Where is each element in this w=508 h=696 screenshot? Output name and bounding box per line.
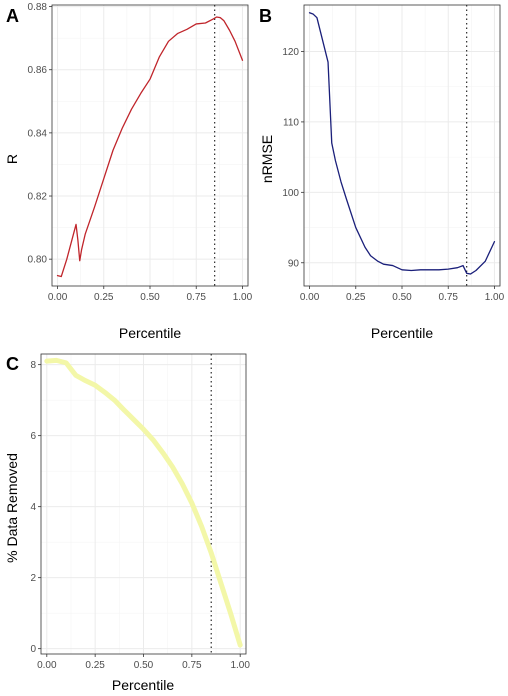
y-tick-label-a: 0.82 bbox=[28, 192, 48, 203]
x-tick-label-b: 0.25 bbox=[346, 292, 366, 303]
y-tick-label-a: 0.84 bbox=[28, 128, 48, 139]
plot-area-c: 0.00 0.25 0.50 0.75 1.00 0 2 4 6 8 bbox=[30, 353, 250, 671]
y-tick-label-c: 0 bbox=[30, 644, 36, 655]
panel-a: A 0.00 0.25 0.50 0.75 1.000.800.820.840.860.… bbox=[4, 2, 253, 341]
y-tick-label-c: 4 bbox=[30, 502, 36, 513]
x-tick-label-b: 0.00 bbox=[300, 292, 320, 303]
x-axis-title-b: Percentile bbox=[371, 325, 433, 341]
y-tick-label-b: 120 bbox=[282, 47, 299, 58]
y-tick-label-c: 2 bbox=[30, 573, 36, 584]
y-axis-title-b: nRMSE bbox=[259, 135, 275, 183]
plot-area-b: 0.00 0.25 0.50 0.75 1.00 90 100 110 120 bbox=[282, 4, 505, 303]
y-axis-title-a: R bbox=[4, 154, 20, 164]
plot-area-a: 0.00 0.25 0.50 0.75 1.00 0.80 0.82 0.84 0.86 0.88 bbox=[28, 2, 253, 303]
x-axis-title-a: Percentile bbox=[119, 325, 181, 341]
x-tick-label-a: 1.00 bbox=[233, 292, 253, 303]
x-tick-label-c: 0.00 bbox=[37, 660, 57, 671]
x-tick-label-c: 0.50 bbox=[134, 660, 154, 671]
x-tick-label-c: 0.75 bbox=[182, 660, 202, 671]
x-tick-label-c: 1.00 bbox=[230, 660, 250, 671]
panel-label-a: A bbox=[6, 6, 19, 26]
x-tick-label-c: 0.25 bbox=[85, 660, 105, 671]
x-tick-label-a: 0.75 bbox=[186, 292, 206, 303]
y-tick-label-c: 6 bbox=[30, 431, 36, 442]
x-tick-label-a: 0.25 bbox=[94, 292, 114, 303]
x-tick-label-b: 0.75 bbox=[438, 292, 458, 303]
series-line-a bbox=[56, 16, 244, 278]
y-tick-label-b: 100 bbox=[282, 188, 299, 199]
series-line-c bbox=[44, 357, 243, 648]
y-tick-label-c: 8 bbox=[30, 360, 36, 371]
x-tick-label-a: 0.00 bbox=[48, 292, 68, 303]
series-line-b bbox=[308, 12, 496, 275]
panel-b: B 0.00 0.25 0.50 0.75 1.00 90 100 110 120 Percen… bbox=[259, 4, 505, 341]
panel-label-b: B bbox=[259, 6, 272, 26]
panel-c: C 0.00 0.25 0.50 0.75 1.00 0 2 4 6 8 Percentile %… bbox=[4, 353, 250, 693]
y-tick-label-a: 0.88 bbox=[28, 2, 48, 13]
x-tick-label-a: 0.50 bbox=[140, 292, 160, 303]
y-tick-label-b: 110 bbox=[283, 117, 299, 128]
x-tick-label-b: 0.50 bbox=[392, 292, 412, 303]
y-axis-title-c: % Data Removed bbox=[4, 453, 20, 563]
x-tick-label-b: 1.00 bbox=[485, 292, 505, 303]
y-tick-label-a: 0.86 bbox=[28, 65, 48, 76]
y-tick-label-b: 90 bbox=[288, 258, 300, 269]
x-axis-title-c: Percentile bbox=[112, 677, 174, 693]
panel-label-c: C bbox=[6, 354, 19, 374]
y-tick-label-a: 0.80 bbox=[28, 255, 48, 266]
